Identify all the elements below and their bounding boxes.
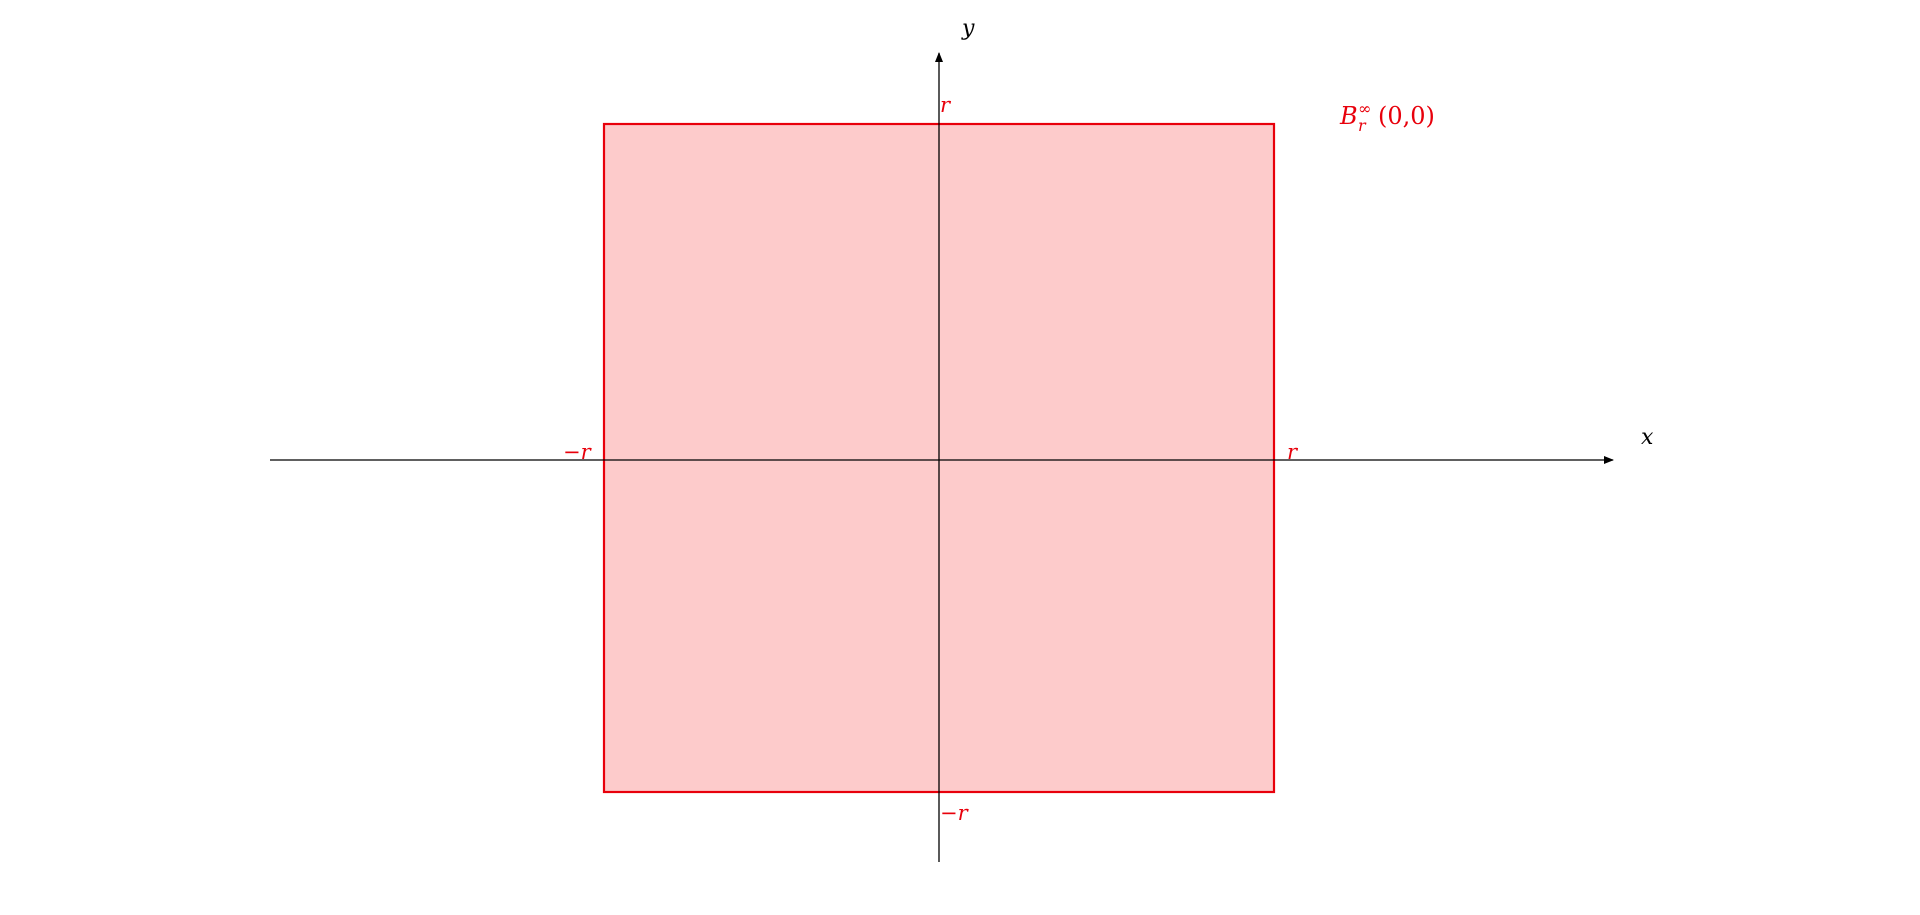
tick-label-x-negative: −r bbox=[563, 440, 593, 464]
tick-label-y-positive: r bbox=[940, 93, 952, 117]
ball-label: B ∞ r (0,0) bbox=[1339, 94, 1435, 137]
y-axis-label: y bbox=[961, 16, 975, 41]
ball-label-subscript: r bbox=[1358, 116, 1367, 135]
tick-label-x-positive: r bbox=[1287, 440, 1299, 464]
tick-label-y-negative: −r bbox=[940, 801, 970, 825]
x-axis-label: x bbox=[1641, 425, 1654, 450]
ball-label-argument: (0,0) bbox=[1378, 102, 1435, 130]
ball-label-base: B bbox=[1339, 102, 1358, 130]
